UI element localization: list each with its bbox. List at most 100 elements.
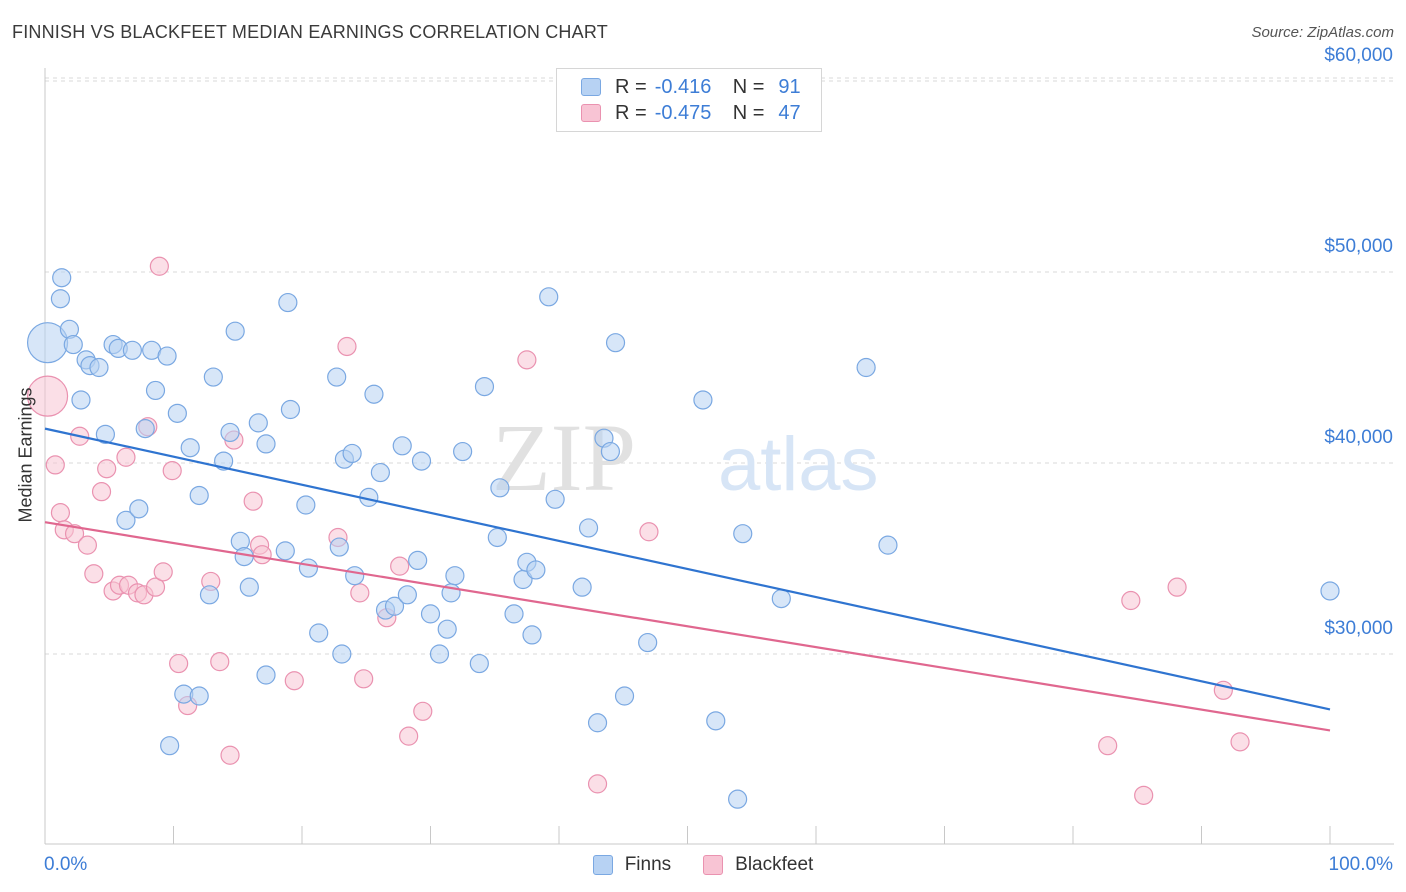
finns-point <box>411 451 432 471</box>
blackfeet-swatch <box>581 104 601 122</box>
finns-point <box>135 419 155 439</box>
finns-point <box>116 510 136 530</box>
y-tick-label: $30,000 <box>1324 618 1393 639</box>
blackfeet-point <box>116 447 136 467</box>
finns-point <box>296 495 316 515</box>
finns-point <box>397 585 417 605</box>
finns-point <box>256 434 276 454</box>
y-tick-label: $50,000 <box>1324 236 1393 257</box>
finns-point <box>256 665 276 685</box>
blackfeet-point <box>1098 736 1118 756</box>
y-tick-label: $60,000 <box>1324 45 1393 66</box>
finns-n-label: N = <box>732 75 765 98</box>
finns-point <box>728 789 748 809</box>
gridlines <box>45 77 1394 655</box>
blackfeet-point <box>45 455 65 475</box>
blackfeet-point <box>399 726 419 746</box>
blackfeet-point <box>350 583 370 603</box>
finns-point <box>309 623 329 643</box>
blackfeet-point <box>587 774 608 794</box>
finns-point <box>63 334 83 355</box>
finns-point <box>474 377 495 397</box>
legend-item-finns[interactable]: Finns <box>592 854 671 876</box>
blackfeet-point <box>149 256 169 276</box>
finns-point <box>408 550 428 571</box>
finns-point <box>429 644 450 664</box>
blackfeet-point <box>97 459 117 479</box>
blackfeet-point <box>337 336 357 357</box>
finns-points <box>26 268 1340 809</box>
finns-point <box>733 524 753 544</box>
series-legend: Finns Blackfeet <box>0 853 1406 877</box>
blackfeet-point <box>252 545 272 565</box>
finns-point <box>437 619 457 639</box>
finns-point <box>878 535 898 555</box>
finns-point <box>384 596 405 616</box>
finns-point <box>180 438 200 458</box>
blackfeet-point <box>210 652 230 672</box>
blackfeet-point <box>284 671 304 691</box>
finns-point <box>189 686 209 706</box>
finns-point <box>578 518 599 538</box>
finns-point <box>370 462 390 483</box>
finns-point <box>275 541 295 561</box>
blackfeet-point <box>153 562 173 582</box>
finns-point <box>329 537 349 557</box>
finns-point <box>600 441 621 462</box>
blackfeet-point <box>26 375 69 417</box>
finns-point <box>199 585 220 605</box>
legend-row-blackfeet: R = -0.475 N = 47 <box>581 100 801 126</box>
blackfeet-point <box>64 524 85 544</box>
finns-point <box>203 367 223 387</box>
finns-point <box>706 711 726 731</box>
finns-point <box>771 589 791 609</box>
blackfeet-n-value: 47 <box>778 101 801 124</box>
finns-point <box>345 566 365 586</box>
blackfeet-r-label: R = <box>615 101 647 124</box>
finns-point <box>572 577 592 597</box>
finns-point <box>280 399 301 420</box>
finns-point <box>189 485 209 506</box>
blackfeet-point <box>1167 577 1187 597</box>
blackfeet-point <box>145 577 166 597</box>
finns-point <box>160 736 180 756</box>
finns-point <box>239 577 259 597</box>
axes <box>44 68 1394 845</box>
finns-point <box>614 686 635 706</box>
finns-point <box>298 558 319 578</box>
blackfeet-point <box>91 482 112 502</box>
trend-lines <box>44 427 1331 732</box>
blackfeet-point <box>162 461 182 481</box>
blackfeet-point <box>169 653 189 674</box>
blackfeet-r-value: -0.475 <box>654 101 712 124</box>
finns-point <box>332 644 352 664</box>
finns-point <box>693 390 713 410</box>
finns-point <box>587 713 608 733</box>
finns-point <box>522 625 542 645</box>
finns-r-value: -0.416 <box>654 75 712 98</box>
finns-point <box>248 413 268 433</box>
finns-point <box>342 443 362 464</box>
watermark-atlas: atlas <box>718 422 879 507</box>
blackfeet-legend-label: Blackfeet <box>735 854 814 875</box>
finns-r-label: R = <box>615 75 647 98</box>
finns-point <box>539 287 559 307</box>
blackfeet-points <box>26 256 1250 805</box>
finns-point <box>225 321 245 341</box>
source-label: Source: ZipAtlas.com <box>1251 24 1394 41</box>
finns-point <box>145 380 166 401</box>
finns-point <box>50 289 71 309</box>
y-tick-label: $40,000 <box>1324 427 1393 448</box>
finns-point <box>95 424 115 444</box>
legend-item-blackfeet[interactable]: Blackfeet <box>703 854 813 876</box>
finns-point <box>327 367 347 387</box>
finns-point <box>71 390 91 410</box>
finns-point <box>638 632 658 653</box>
finns-point <box>278 292 298 313</box>
blackfeet-point <box>1134 785 1154 805</box>
finns-point <box>157 346 177 366</box>
finns-point <box>364 384 384 404</box>
finns-point <box>129 499 149 519</box>
finns-point <box>167 403 187 423</box>
blackfeet-point <box>639 522 659 542</box>
